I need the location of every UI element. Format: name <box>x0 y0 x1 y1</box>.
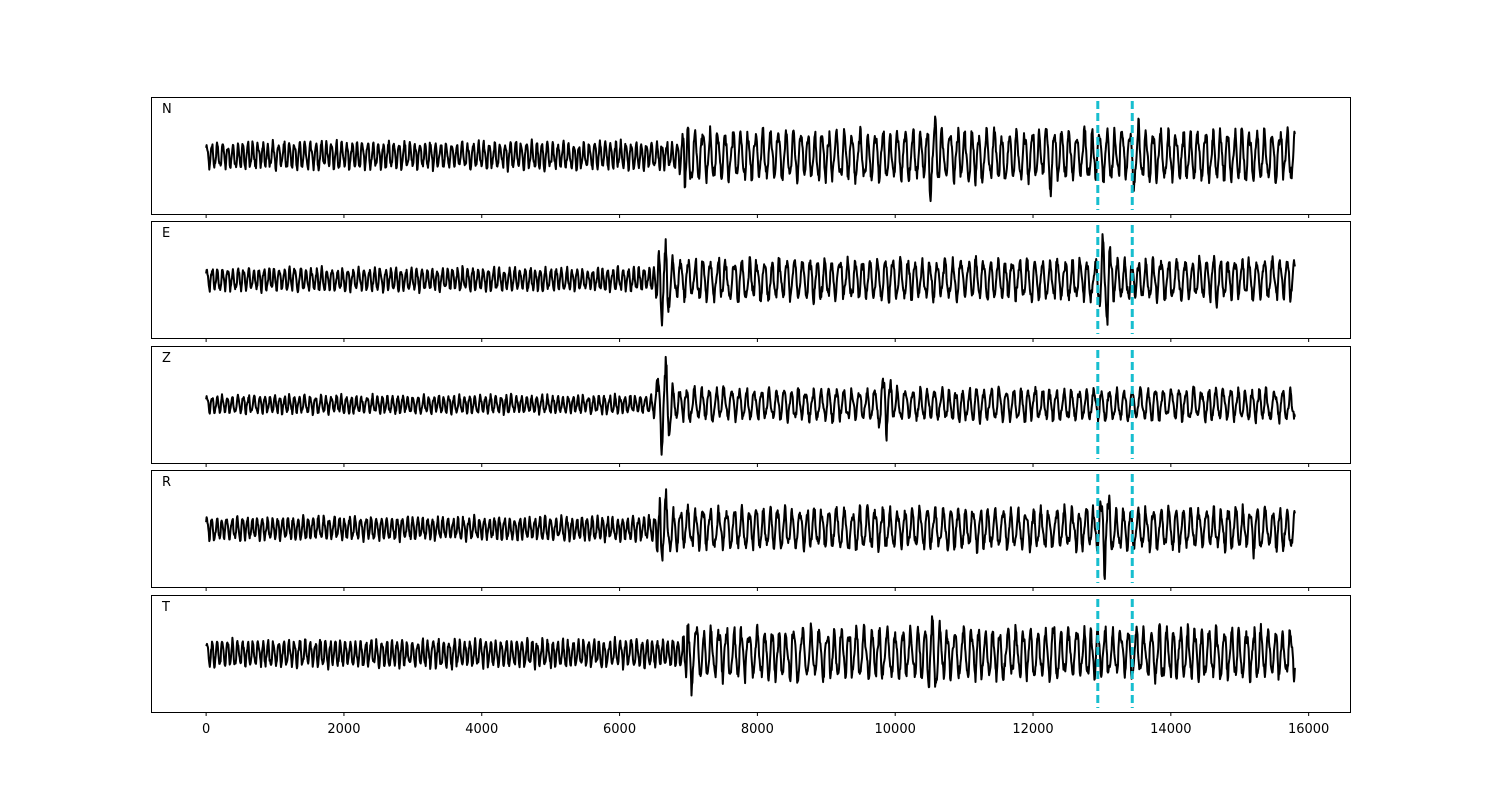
panel-n: N <box>151 97 1351 218</box>
x-tick-label: 2000 <box>327 722 360 737</box>
trace-r <box>205 488 1296 580</box>
panel-frame <box>151 97 1351 215</box>
panel-label: E <box>162 226 170 241</box>
panel-frame <box>151 221 1351 339</box>
panel-frame <box>151 346 1351 464</box>
panel-r: R <box>151 470 1351 591</box>
panel-z: Z <box>151 346 1351 467</box>
panel-label: Z <box>162 351 171 366</box>
panel-label: T <box>161 600 170 615</box>
x-tick-label: 0 <box>202 722 210 737</box>
trace-z <box>205 355 1296 456</box>
x-tick-label: 10000 <box>875 722 916 737</box>
trace-t <box>205 615 1296 697</box>
panel-label: N <box>162 102 172 117</box>
panel-frame <box>151 595 1351 713</box>
panel-label: R <box>162 475 171 490</box>
panel-frame <box>151 470 1351 588</box>
x-tick-label: 4000 <box>465 722 498 737</box>
x-axis: 0 2000 4000 6000 8000 10000 12000 14000 16000 <box>202 722 1329 737</box>
panels-layer: N E Z R T <box>151 97 1351 716</box>
panel-e: E <box>151 221 1351 342</box>
x-tick-label: 14000 <box>1150 722 1191 737</box>
trace-n <box>205 115 1296 203</box>
x-tick-label: 12000 <box>1012 722 1053 737</box>
x-tick-label: 6000 <box>603 722 636 737</box>
panel-t: T <box>151 595 1351 716</box>
x-tick-label: 8000 <box>741 722 774 737</box>
trace-e <box>205 233 1296 327</box>
x-tick-label: 16000 <box>1288 722 1329 737</box>
